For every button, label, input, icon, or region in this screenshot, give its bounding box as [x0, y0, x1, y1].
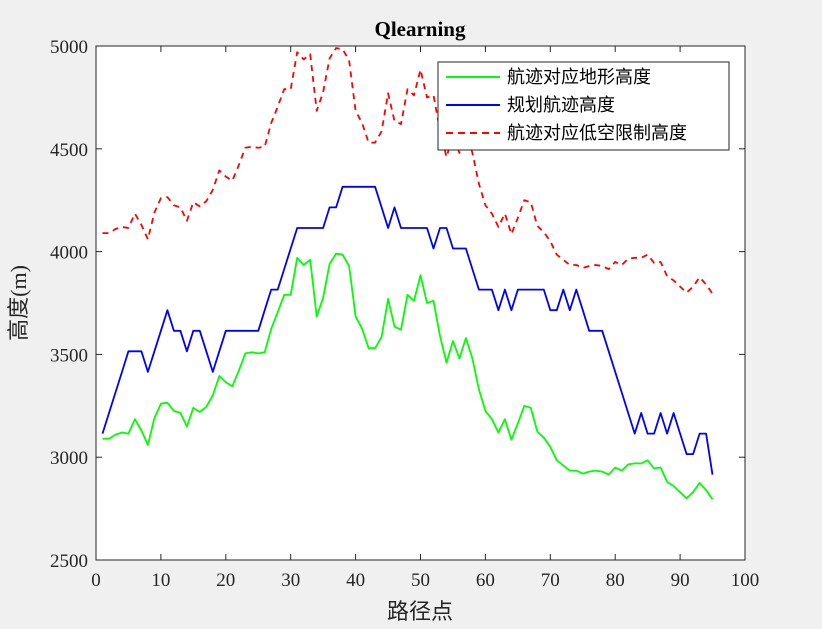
- chart-title: Qlearning: [374, 17, 466, 41]
- x-tick-label: 100: [731, 570, 760, 591]
- y-axis-ticks: 2500 3000 3500 4000 4500 5000: [50, 37, 745, 572]
- x-tick-label: 70: [541, 570, 560, 591]
- y-tick-label: 5000: [50, 37, 88, 58]
- y-tick-label: 4000: [50, 243, 88, 264]
- x-axis-label: 路径点: [387, 599, 453, 624]
- x-tick-label: 90: [671, 570, 690, 591]
- x-tick-label: 0: [91, 570, 101, 591]
- y-tick-label: 3500: [50, 345, 88, 366]
- y-tick-label: 2500: [50, 551, 88, 572]
- x-tick-label: 50: [411, 570, 430, 591]
- x-tick-label: 60: [476, 570, 495, 591]
- chart-legend: 航迹对应地形高度 规划航迹高度 航迹对应低空限制高度: [437, 61, 730, 151]
- legend-label-terrain: 航迹对应地形高度: [507, 67, 651, 88]
- x-tick-label: 20: [216, 570, 235, 591]
- x-tick-label: 30: [281, 570, 300, 591]
- y-tick-label: 3000: [50, 448, 88, 469]
- y-tick-label: 4500: [50, 140, 88, 161]
- x-tick-label: 80: [606, 570, 625, 591]
- legend-label-limit: 航迹对应低空限制高度: [507, 123, 687, 144]
- x-axis-ticks: 0 10 20 30 40 50 60 70 80 90 100: [91, 46, 759, 591]
- x-tick-label: 40: [346, 570, 365, 591]
- low-altitude-limit-line: [102, 47, 714, 295]
- planned-path-height-line: [101, 185, 714, 475]
- terrain-height-line: [102, 252, 714, 500]
- series-layer: [101, 47, 714, 500]
- legend-label-planned: 规划航迹高度: [507, 95, 615, 116]
- x-tick-label: 10: [151, 570, 170, 591]
- y-axis-label: 高度(m): [6, 265, 31, 341]
